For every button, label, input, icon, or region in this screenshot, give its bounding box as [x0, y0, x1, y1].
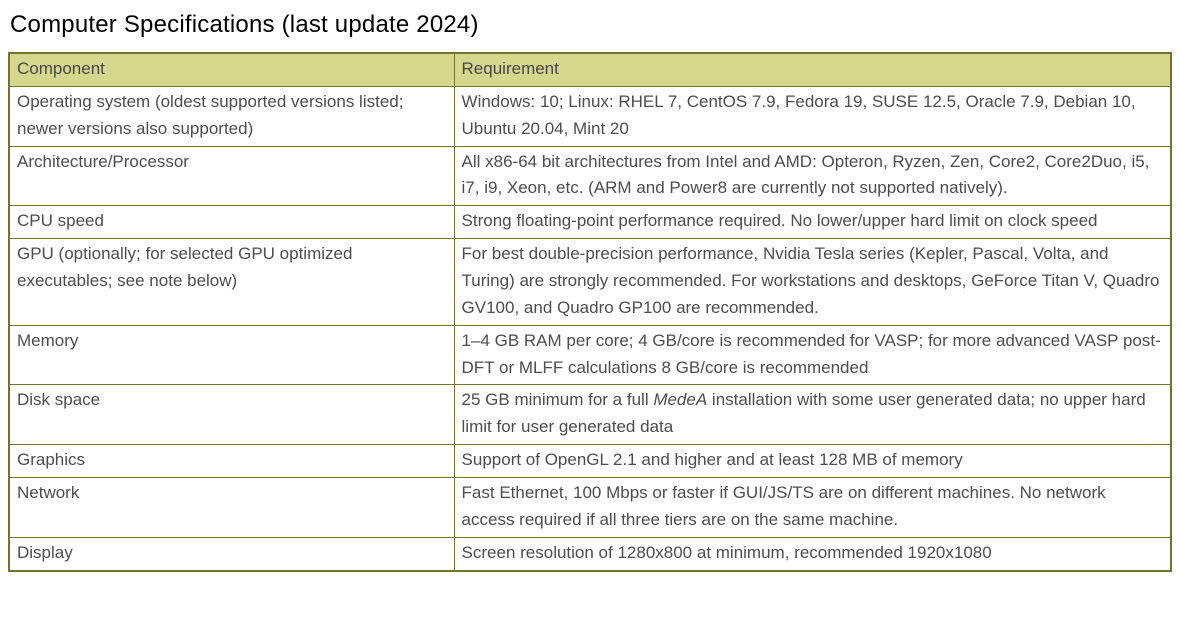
requirement-cell: Fast Ethernet, 100 Mbps or faster if GUI…: [453, 477, 1172, 538]
table-row-disk-space: Disk space 25 GB minimum for a full Mede…: [8, 384, 1172, 446]
table-row-graphics: Graphics Support of OpenGL 2.1 and highe…: [8, 444, 1172, 479]
column-header-component: Component: [8, 52, 455, 87]
table-row-display: Display Screen resolution of 1280x800 at…: [8, 536, 1172, 572]
requirement-cell: For best double-precision performance, N…: [453, 238, 1172, 326]
component-cell: Disk space: [8, 384, 455, 446]
component-cell: Graphics: [8, 444, 455, 479]
requirement-cell: Screen resolution of 1280x800 at minimum…: [453, 536, 1172, 572]
requirement-text-suffix: installation with some user generated da…: [461, 390, 1146, 437]
requirement-cell: Support of OpenGL 2.1 and higher and at …: [453, 444, 1172, 479]
table-row-network: Network Fast Ethernet, 100 Mbps or faste…: [8, 477, 1172, 538]
product-name-medea: MedeA: [653, 390, 708, 410]
component-cell: Display: [8, 536, 455, 572]
computer-specifications-table: Component Requirement Operating system (…: [8, 52, 1172, 572]
component-cell: Architecture/Processor: [8, 145, 455, 207]
requirement-cell: Windows: 10; Linux: RHEL 7, CentOS 7.9, …: [453, 85, 1172, 147]
table-row-operating-system: Operating system (oldest supported versi…: [8, 85, 1172, 147]
page-title: Computer Specifications (last update 202…: [10, 11, 479, 38]
requirement-cell: Strong floating-point performance requir…: [453, 205, 1172, 240]
table-header-row: Component Requirement: [8, 52, 1172, 87]
component-cell: Network: [8, 477, 455, 538]
component-cell: Operating system (oldest supported versi…: [8, 85, 455, 147]
table-row-cpu-speed: CPU speed Strong floating-point performa…: [8, 205, 1172, 240]
component-cell: Memory: [8, 324, 455, 386]
table-row-gpu: GPU (optionally; for selected GPU optimi…: [8, 238, 1172, 326]
component-cell: CPU speed: [8, 205, 455, 240]
requirement-text-prefix: 25 GB minimum for a full: [461, 390, 654, 410]
column-header-requirement: Requirement: [453, 52, 1172, 87]
requirement-cell: 1–4 GB RAM per core; 4 GB/core is recomm…: [453, 324, 1172, 386]
component-cell: GPU (optionally; for selected GPU optimi…: [8, 238, 455, 326]
requirement-cell: All x86-64 bit architectures from Intel …: [453, 145, 1172, 207]
table-row-memory: Memory 1–4 GB RAM per core; 4 GB/core is…: [8, 324, 1172, 386]
table-row-architecture: Architecture/Processor All x86-64 bit ar…: [8, 145, 1172, 207]
requirement-cell: 25 GB minimum for a full MedeA installat…: [453, 384, 1172, 446]
